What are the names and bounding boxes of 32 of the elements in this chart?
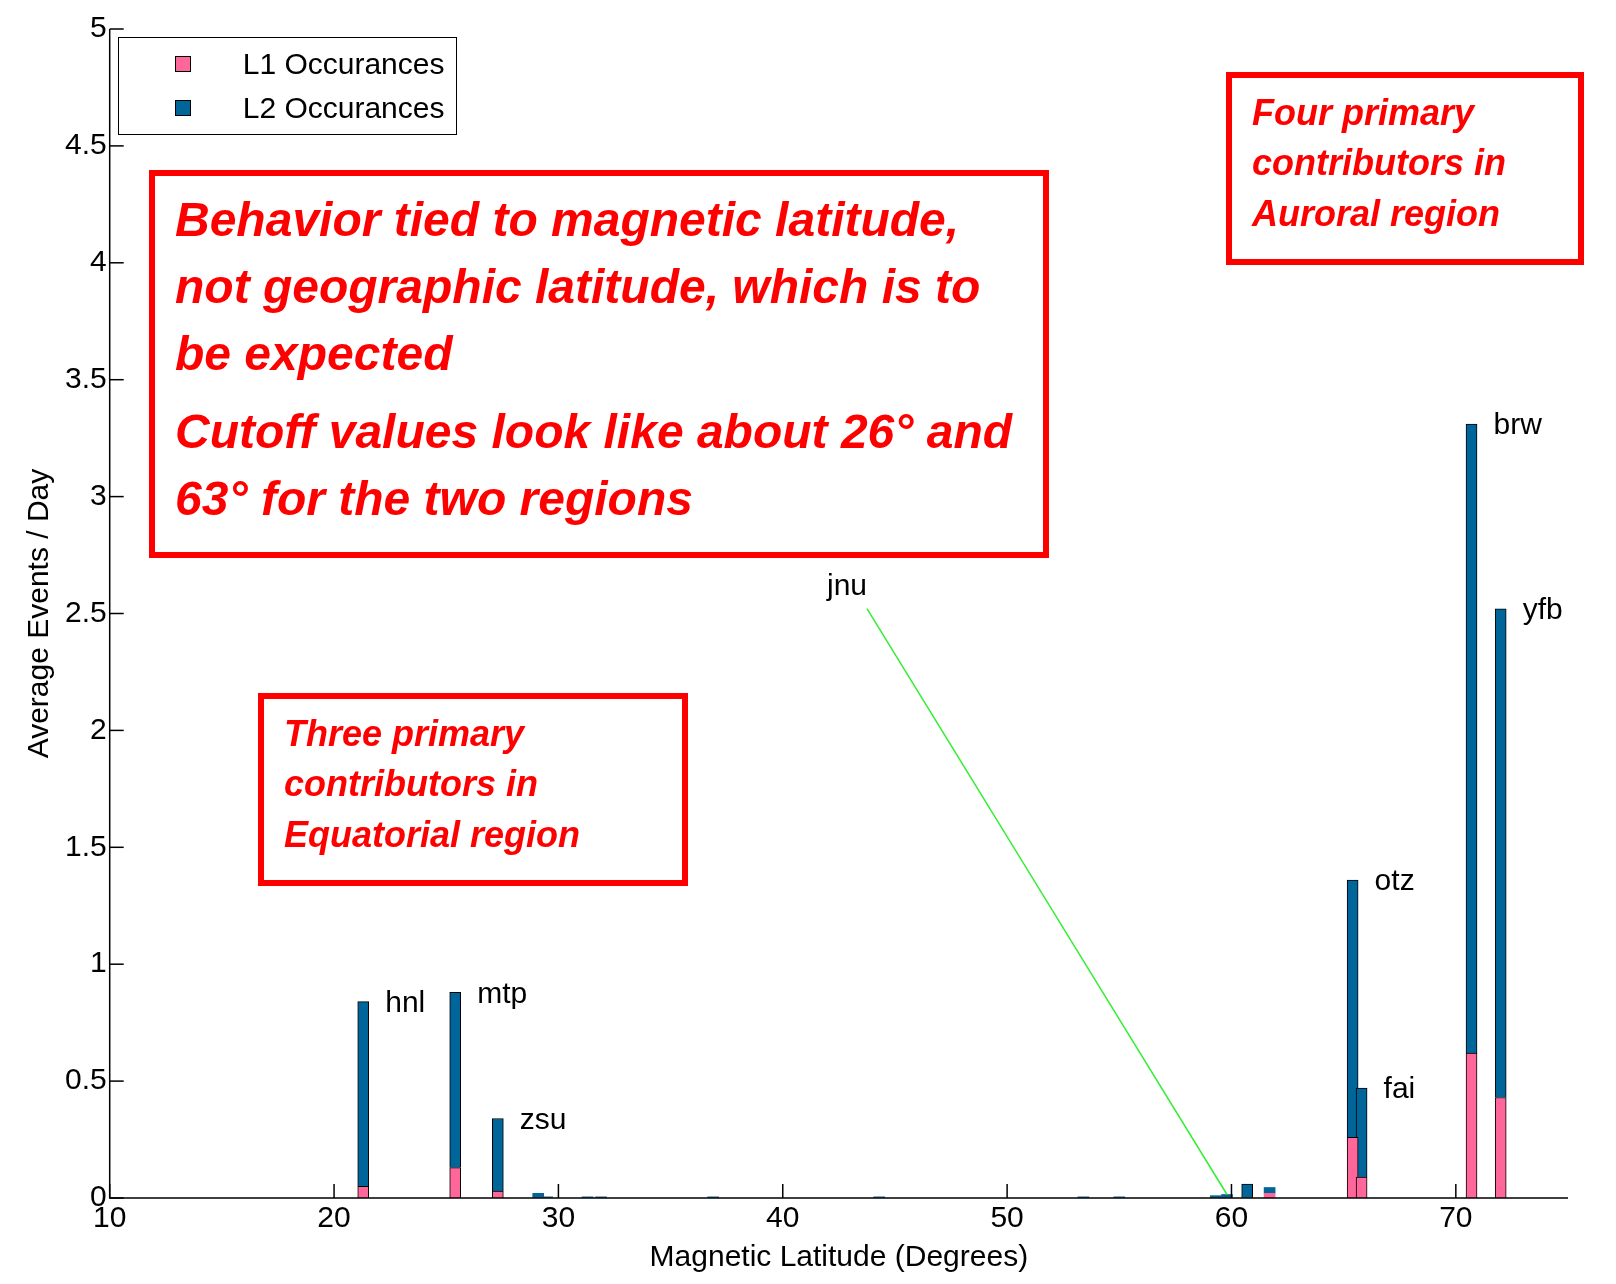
annotation: otz <box>1374 863 1415 897</box>
y-tick-label: 1.5 <box>64 828 107 862</box>
x-tick-label: 20 <box>317 1200 351 1234</box>
y-tick-label: 4.5 <box>64 127 107 161</box>
annotation: brw <box>1493 407 1543 441</box>
x-tick-label: 60 <box>1214 1200 1249 1234</box>
annotation: zsu <box>519 1101 567 1135</box>
y-tick-label: 4 <box>90 244 107 278</box>
annotation: Cutoff values look like about 26° and 63° for the two regions <box>175 403 1014 527</box>
y-tick-label: 2.5 <box>64 594 107 628</box>
annotation: yfb <box>1522 592 1563 626</box>
annotation: mtp <box>477 975 528 1009</box>
x-tick-label: 70 <box>1439 1200 1473 1234</box>
x-tick-label: 40 <box>766 1200 800 1234</box>
x-tick-label: 50 <box>990 1200 1024 1234</box>
y-tick-label: 2 <box>90 711 107 745</box>
y-tick-label: 3.5 <box>64 360 107 394</box>
x-axis-title: Magnetic Latitude (Degrees) <box>649 1239 1029 1273</box>
y-tick-label: 3 <box>90 477 107 511</box>
annotation: Three primary contributors in Equatorial region <box>284 712 582 857</box>
y-tick-label: 5 <box>90 10 107 44</box>
y-axis-title: Average Events / Day <box>21 468 55 759</box>
y-tick-label: 0.5 <box>64 1062 107 1096</box>
annotation: hnl <box>385 984 426 1018</box>
annotation: fai <box>1383 1071 1416 1105</box>
x-tick-label: 30 <box>541 1200 576 1234</box>
legend-label: L1 Occurances <box>242 47 445 81</box>
annotation: Behavior tied to magnetic latitude, not geographic latitude, which is to be expected <box>175 192 982 383</box>
y-tick-label: 1 <box>90 945 107 979</box>
annotation: jnu <box>825 567 868 601</box>
legend-label: L2 Occurances <box>242 91 445 125</box>
annotation: Four primary contributors in Auroral region <box>1252 91 1507 236</box>
